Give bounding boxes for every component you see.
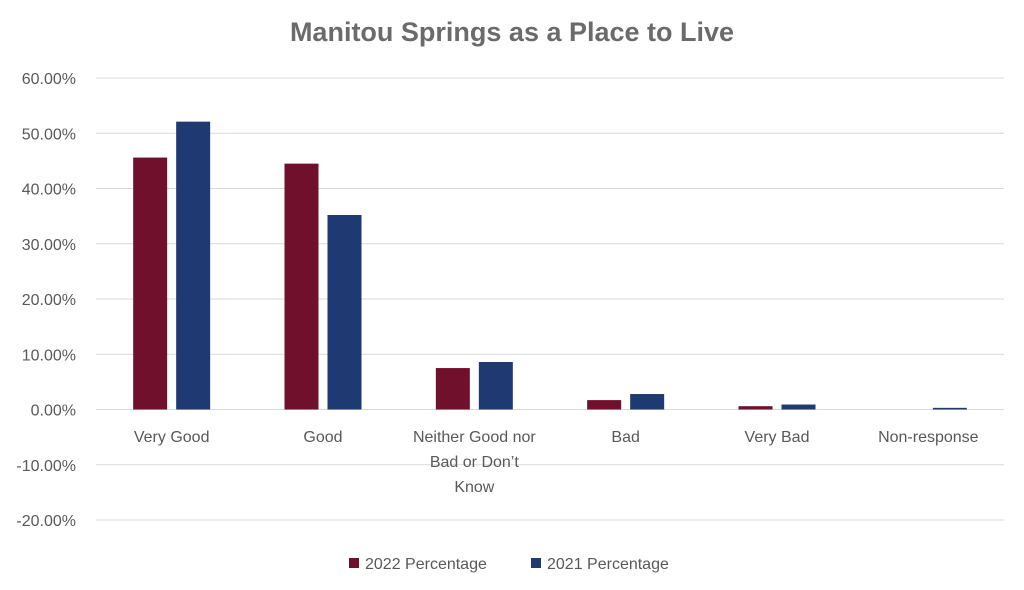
bar-2021-4	[781, 404, 816, 410]
category-label-line: Good	[303, 429, 342, 446]
bar-2021-1	[327, 215, 362, 410]
category-label: Good	[303, 429, 342, 446]
category-label-line: Very Bad	[745, 429, 810, 446]
y-tick-label: -20.00%	[16, 513, 76, 530]
bar-2021-3	[630, 394, 665, 410]
chart-title: Manitou Springs as a Place to Live	[290, 17, 734, 47]
bar-2022-0	[133, 157, 168, 410]
category-label-line: Know	[454, 479, 494, 496]
category-label: Very Good	[134, 429, 210, 446]
category-label: Neither Good nor Bad or Don’t Know	[413, 429, 536, 496]
y-tick-label: 50.00%	[22, 126, 76, 143]
category-label-line: Neither Good nor	[413, 429, 536, 446]
category-label-line: Bad	[611, 429, 639, 446]
y-tick-label: 10.00%	[22, 347, 76, 364]
y-tick-label: 40.00%	[22, 182, 76, 199]
bars	[133, 121, 967, 410]
legend-label: 2021 Percentage	[547, 556, 669, 573]
category-label-line: Bad or Don’t	[430, 454, 519, 471]
bar-2021-2	[478, 361, 513, 410]
bar-2022-4	[738, 406, 773, 410]
bar-2021-0	[176, 121, 211, 410]
bar-2022-2	[435, 368, 470, 410]
legend-swatch	[531, 558, 541, 568]
gridlines	[96, 77, 1004, 521]
y-axis-tick-labels: 60.00% 50.00% 40.00% 30.00% 20.00% 10.00% 0.00…	[16, 71, 76, 530]
bar-2022-1	[284, 163, 319, 410]
category-label-line: Very Good	[134, 429, 210, 446]
y-tick-label: 60.00%	[22, 71, 76, 88]
category-label: Bad	[611, 429, 639, 446]
y-tick-label: 20.00%	[22, 292, 76, 309]
category-label-line: Non-response	[878, 429, 979, 446]
y-tick-label: 0.00%	[31, 403, 76, 420]
y-tick-label: -10.00%	[16, 458, 76, 475]
bar-2021-5	[932, 407, 967, 410]
legend-label: 2022 Percentage	[365, 556, 487, 573]
bar-2022-3	[587, 400, 622, 410]
legend-swatch	[349, 558, 359, 568]
x-axis-category-labels: Very Good Good Neither Good nor Bad or Don’…	[134, 429, 979, 496]
category-label: Non-response	[878, 429, 979, 446]
y-tick-label: 30.00%	[22, 237, 76, 254]
legend: 2022 Percentage 2021 Percentage	[349, 556, 669, 573]
category-label: Very Bad	[745, 429, 810, 446]
